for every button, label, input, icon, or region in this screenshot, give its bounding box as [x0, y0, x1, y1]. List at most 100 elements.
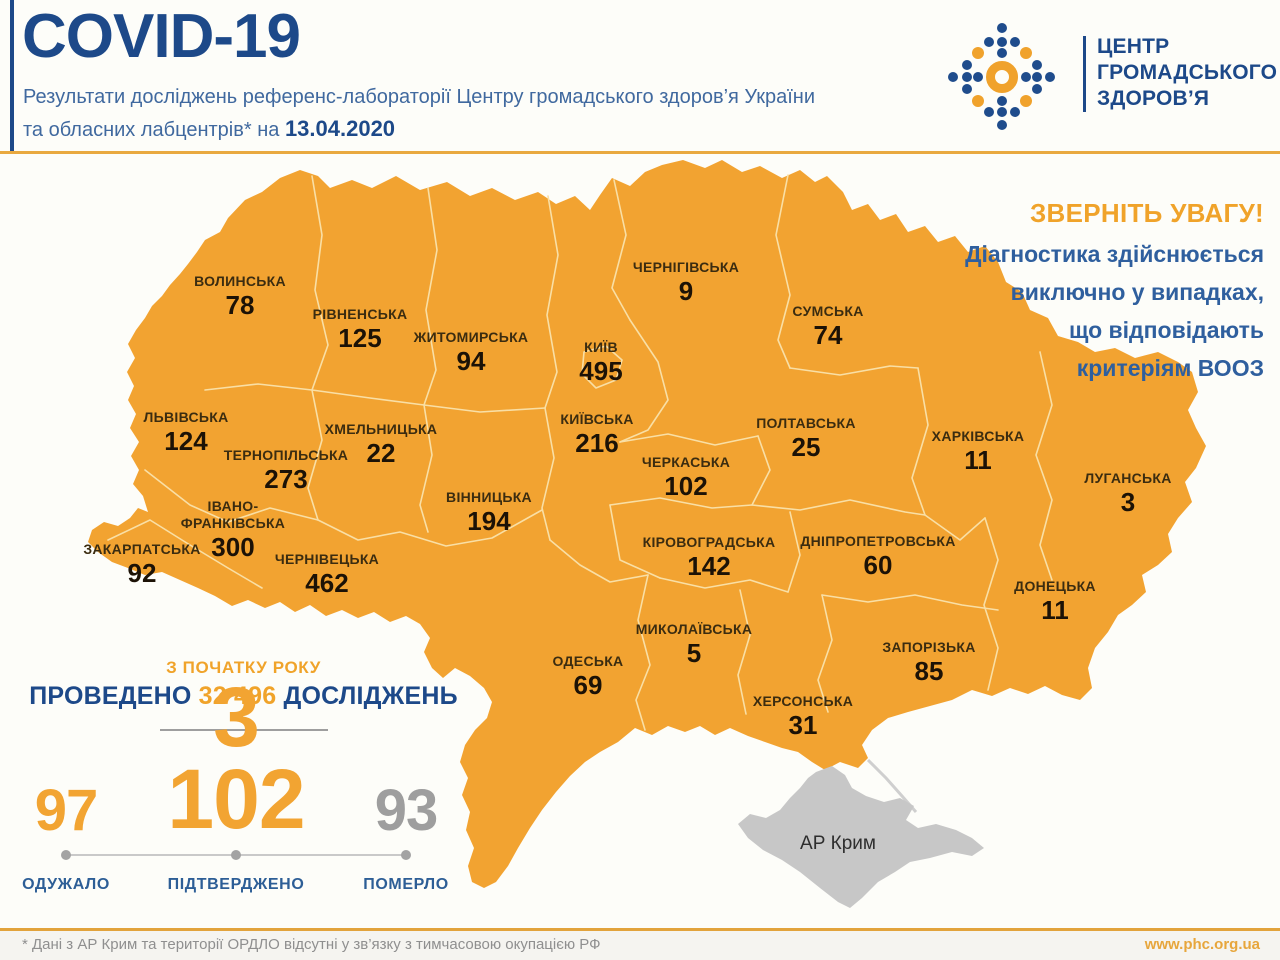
region-value: 216 [575, 428, 619, 458]
region-name: ХМЕЛЬНИЦЬКА [324, 421, 438, 437]
logo-blue-dots [948, 23, 1055, 130]
tests-total-line: ПРОВЕДЕНО 32 496 ДОСЛІДЖЕНЬ [20, 682, 467, 711]
region-name: КІРОВОГРАДСЬКА [642, 534, 776, 550]
logo-orange-dots [972, 47, 1032, 107]
region-label-khersonska: ХЕРСОНСЬКА 31 [753, 693, 853, 739]
region-name: ОДЕСЬКА [552, 653, 624, 669]
footer-strip [0, 931, 1280, 960]
region-name: ВІННИЦЬКА [446, 489, 532, 505]
region-value: 11 [1041, 595, 1069, 625]
region-label-khmelnytska: ХМЕЛЬНИЦЬКА 22 [325, 421, 438, 467]
region-label-luhanska: ЛУГАНСЬКА 3 [1084, 470, 1171, 516]
footer-divider [0, 928, 1280, 931]
region-label-cherkaska: ЧЕРКАСЬКА 102 [642, 454, 730, 500]
tests-prefix: ПРОВЕДЕНО [29, 682, 199, 710]
page-title: COVID-19 [22, 2, 301, 71]
region-value: 22 [366, 438, 396, 468]
subtitle-line2-text: та обласних лабцентрів* на [23, 119, 285, 141]
region-label-poltavska: ПОЛТАВСЬКА 25 [756, 415, 856, 461]
region-name: ХАРКІВСЬКА [931, 428, 1025, 444]
region-label-zakarpatska: ЗАКАРПАТСЬКА 92 [83, 541, 200, 587]
timeline-dot [231, 850, 241, 860]
phc-logo-icon [948, 23, 1055, 130]
region-label-ivano-frankivska: ІВАНО-ФРАНКІВСЬКА 300 [172, 498, 294, 561]
tests-period: З ПОЧАТКУ РОКУ [166, 658, 321, 677]
region-name: РІВНЕНСЬКА [312, 306, 408, 322]
timeline-dot [61, 850, 71, 860]
footer-url[interactable]: www.phc.org.ua [1144, 936, 1260, 953]
region-name: ЖИТОМИРСЬКА [413, 329, 529, 345]
stat-confirmed-value: 3 102 [167, 670, 305, 846]
tests-count: 32 496 [198, 682, 277, 710]
tests-divider [159, 729, 328, 731]
attention-heading: ЗВЕРНІТЬ УВАГУ! [1029, 198, 1264, 228]
stat-recovered-label: ОДУЖАЛО [22, 876, 110, 893]
region-value: 273 [264, 464, 308, 494]
region-label-zhytomyrska: ЖИТОМИРСЬКА 94 [414, 329, 529, 375]
region-label-volynska: ВОЛИНСЬКА 78 [194, 273, 286, 319]
region-value: 5 [686, 638, 702, 668]
region-name: ТЕРНОПІЛЬСЬКА [223, 447, 349, 463]
oblast-borders [107, 174, 1053, 731]
region-value: 300 [211, 532, 255, 562]
region-label-chernivetska: ЧЕРНІВЕЦЬКА 462 [275, 551, 379, 597]
region-name: МИКОЛАЇВСЬКА [635, 621, 753, 637]
crimea-label: АР Крим [800, 833, 876, 854]
region-name: ЛУГАНСЬКА [1084, 470, 1172, 486]
region-label-donetska: ДОНЕЦЬКА 11 [1014, 578, 1096, 624]
region-value: 11 [964, 445, 992, 475]
region-value: 31 [788, 710, 818, 740]
region-value: 3 [1120, 487, 1136, 517]
region-name: ЗАПОРІЗЬКА [882, 639, 976, 655]
stat-died-label: ПОМЕРЛО [363, 876, 449, 893]
region-label-lvivska: ЛЬВІВСЬКА 124 [144, 409, 229, 455]
region-label-kharkivska: ХАРКІВСЬКА 11 [932, 428, 1025, 474]
stat-recovered-value: 97 [34, 778, 99, 843]
subtitle-line1: Результати досліджень референс-лаборатор… [23, 86, 815, 108]
region-value: 25 [791, 432, 821, 462]
region-value: 142 [687, 551, 731, 581]
crimea-land [738, 766, 984, 908]
footer-note: * Дані з АР Крим та території ОРДЛО відс… [22, 936, 601, 953]
region-label-kyivska: КИЇВСЬКА 216 [560, 411, 633, 457]
region-value: 194 [467, 506, 511, 536]
region-value: 9 [678, 276, 694, 306]
region-value: 69 [573, 670, 603, 700]
attention-body: Діагностика здійснюється виключно у випа… [965, 241, 1264, 381]
stat-died: 93 ПОМЕРЛО [363, 756, 448, 894]
region-name: ЧЕРКАСЬКА [641, 454, 731, 470]
logo-ring [986, 61, 1018, 93]
region-label-mykolaivska: МИКОЛАЇВСЬКА 5 [636, 621, 753, 667]
region-value: 78 [225, 290, 255, 320]
stat-died-value: 93 [374, 778, 439, 843]
logo-text: ЦЕНТР ГРОМАДСЬКОГО ЗДОРОВ’Я [1097, 35, 1278, 110]
region-label-sumska: СУМСЬКА 74 [792, 303, 863, 349]
region-value: 102 [664, 471, 708, 501]
logo-separator [1083, 36, 1086, 112]
region-label-dnipropetrovska: ДНІПРОПЕТРОВСЬКА 60 [800, 533, 955, 579]
report-date: 13.04.2020 [284, 116, 396, 141]
region-name: ЧЕРНІВЕЦЬКА [274, 551, 380, 567]
tests-suffix: ДОСЛІДЖЕНЬ [276, 682, 458, 710]
region-label-zaporizka: ЗАПОРІЗЬКА 85 [882, 639, 975, 685]
region-label-rivnenska: РІВНЕНСЬКА 125 [313, 306, 408, 352]
ukraine-land [88, 160, 1206, 888]
header-subtitle: Результати досліджень референс-лаборатор… [23, 82, 815, 146]
region-label-odeska: ОДЕСЬКА 69 [553, 653, 624, 699]
region-name: КИЇВСЬКА [560, 411, 634, 427]
region-value: 94 [456, 346, 486, 376]
region-name: СУМСЬКА [792, 303, 864, 319]
region-value: 124 [164, 426, 208, 456]
subtitle-line2: та обласних лабцентрів* на 13.04.2020 [23, 113, 815, 146]
attention-block: ЗВЕРНІТЬ УВАГУ! Діагностика здійснюється… [965, 198, 1264, 387]
stat-confirmed-label: ПІДТВЕРДЖЕНО [167, 876, 305, 893]
region-label-kirovohradska: КІРОВОГРАДСЬКА 142 [643, 534, 776, 580]
header-divider [0, 151, 1280, 154]
region-name: ПОЛТАВСЬКА [756, 415, 856, 431]
region-value: 125 [338, 323, 382, 353]
region-value: 60 [863, 550, 893, 580]
region-value: 462 [305, 568, 349, 598]
stat-recovered: 97 ОДУЖАЛО [22, 756, 110, 894]
region-label-chernihivska: ЧЕРНІГІВСЬКА 9 [633, 259, 739, 305]
